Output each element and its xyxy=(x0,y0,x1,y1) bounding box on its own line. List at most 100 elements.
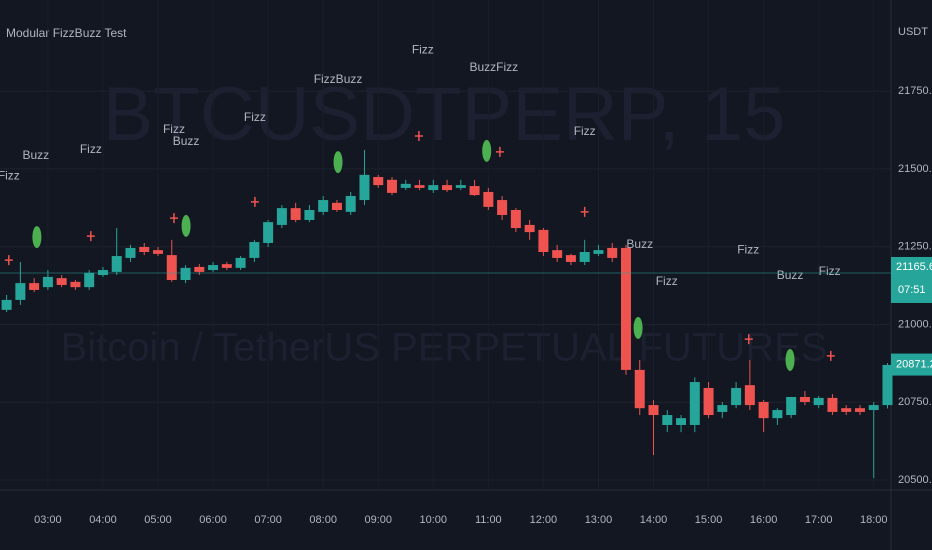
candle-body xyxy=(841,408,852,412)
x-tick-label: 17:00 xyxy=(805,514,833,526)
candle-body xyxy=(648,405,659,416)
price-box xyxy=(891,353,932,376)
annotation: Fizz xyxy=(574,124,596,138)
signal-circle xyxy=(482,139,492,162)
annotation: Fizz xyxy=(0,168,20,182)
indicator-title: Modular FizzBuzz Test xyxy=(6,26,127,40)
candle-body xyxy=(703,387,714,416)
candle-body xyxy=(373,177,384,186)
candle-body xyxy=(689,382,700,425)
signal-cross xyxy=(4,255,13,266)
candle-body xyxy=(882,364,893,406)
annotation: Fizz xyxy=(819,264,841,278)
signal-circle xyxy=(333,151,343,174)
x-tick-label: 05:00 xyxy=(144,514,172,526)
annotation: Buzz xyxy=(626,237,653,251)
x-tick-label: 07:00 xyxy=(254,514,282,526)
candle-body xyxy=(263,222,274,243)
candle-body xyxy=(469,186,480,196)
candle-body xyxy=(15,283,26,300)
countdown: 07:51 xyxy=(898,284,926,296)
x-tick-label: 03:00 xyxy=(34,514,62,526)
candle-body xyxy=(276,208,287,225)
candle-body xyxy=(717,405,728,412)
candle-body xyxy=(524,224,535,233)
candle-body xyxy=(42,276,53,288)
signal-cross xyxy=(826,350,835,361)
candle-body xyxy=(497,200,508,215)
candle-body xyxy=(786,396,797,416)
x-tick-label: 15:00 xyxy=(695,514,723,526)
candle-body xyxy=(593,250,604,254)
candle-body xyxy=(111,256,122,272)
y-tick-label: 21250.0 xyxy=(898,241,932,253)
x-tick-label: 08:00 xyxy=(309,514,337,526)
currency: USDT xyxy=(898,26,928,38)
candle-body xyxy=(139,247,150,252)
y-tick-label: 20750.0 xyxy=(898,396,932,408)
annotation: Buzz xyxy=(777,268,804,282)
candle-body xyxy=(455,185,466,188)
candle-body xyxy=(579,252,590,262)
candle-body xyxy=(221,264,232,268)
signal-cross xyxy=(250,196,259,207)
candle-body xyxy=(359,174,370,201)
signal-cross xyxy=(169,213,178,224)
candle-body xyxy=(442,185,453,191)
x-tick-label: 16:00 xyxy=(750,514,778,526)
candle-body xyxy=(84,272,95,288)
last-price-label: 21165.6 xyxy=(896,261,932,273)
signal-circle xyxy=(633,316,643,339)
signal-circle xyxy=(32,226,42,249)
x-tick-label: 18:00 xyxy=(860,514,888,526)
candle-body xyxy=(813,397,824,406)
candle-body xyxy=(414,185,425,188)
last-price-box xyxy=(891,256,932,303)
annotation: Buzz xyxy=(22,148,49,162)
y-tick-label: 21750.0 xyxy=(898,85,932,97)
x-tick-label: 12:00 xyxy=(530,514,558,526)
candle-body xyxy=(799,396,810,402)
candle-body xyxy=(538,229,549,252)
candle-body xyxy=(772,410,783,419)
candle-body xyxy=(56,278,67,285)
candle-body xyxy=(552,250,563,258)
candle-body xyxy=(676,418,687,425)
candle-body xyxy=(607,247,618,258)
candle-body xyxy=(208,265,219,271)
candle-body xyxy=(483,191,494,207)
candle-body xyxy=(827,397,838,412)
signal-cross xyxy=(744,334,753,345)
x-tick-label: 09:00 xyxy=(364,514,392,526)
candle-body xyxy=(125,247,136,258)
annotation: Fizz xyxy=(163,122,185,136)
candle-body xyxy=(428,185,439,191)
annotation: Fizz xyxy=(80,142,102,156)
annotation: Buzz xyxy=(173,134,200,148)
signal-cross xyxy=(580,206,589,217)
candle-body xyxy=(744,385,755,406)
x-tick-label: 10:00 xyxy=(420,514,448,526)
y-tick-label: 21500.0 xyxy=(898,163,932,175)
x-tick-label: 14:00 xyxy=(640,514,668,526)
price-label: 20871.2 xyxy=(896,358,932,370)
candle-body xyxy=(868,405,879,411)
candle-body xyxy=(620,247,631,370)
candle-body xyxy=(565,255,576,262)
candle-body xyxy=(758,401,769,419)
signal-cross xyxy=(495,146,504,157)
candle-body xyxy=(854,408,865,412)
watermark-subtitle: Bitcoin / TetherUS PERPETUAL FUTURES xyxy=(61,326,828,370)
candle-body xyxy=(304,210,315,220)
annotation: BuzzFizz xyxy=(470,60,519,74)
x-tick-label: 13:00 xyxy=(585,514,613,526)
candle-body xyxy=(400,183,411,188)
signal-cross xyxy=(86,231,95,242)
y-tick-label: 21000.0 xyxy=(898,318,932,330)
candle-body xyxy=(290,208,301,220)
candle-body xyxy=(331,202,342,210)
x-tick-label: 11:00 xyxy=(475,514,502,526)
annotation: FizzBuzz xyxy=(314,72,363,86)
candle-body xyxy=(318,200,329,212)
